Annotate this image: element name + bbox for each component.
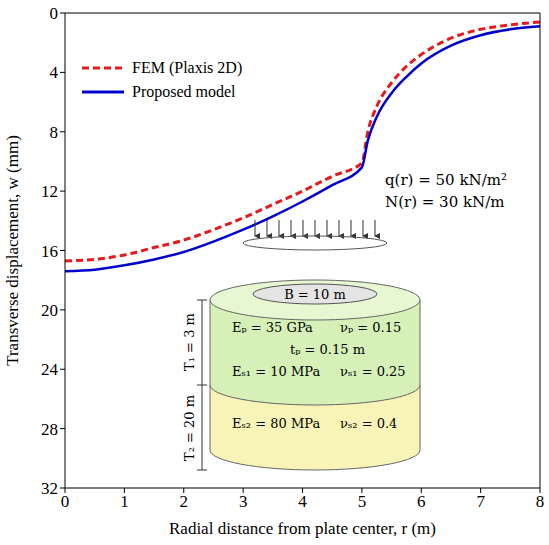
svg-text:νₛ₂ = 0.4: νₛ₂ = 0.4 [340, 416, 397, 431]
svg-text:Transverse displacement, w (mm: Transverse displacement, w (mm) [3, 135, 22, 366]
svg-text:N(r) = 30 kN/m: N(r) = 30 kN/m [385, 193, 504, 211]
svg-text:Eₛ₂ = 80 MPa: Eₛ₂ = 80 MPa [232, 416, 320, 431]
svg-text:28: 28 [41, 420, 58, 439]
svg-text:16: 16 [41, 242, 58, 261]
html-text:Proposed model: Proposed model [132, 83, 236, 100]
svg-text:12: 12 [41, 182, 58, 201]
svg-text:νₚ = 0.15: νₚ = 0.15 [340, 320, 401, 335]
svg-text:2: 2 [180, 492, 189, 511]
svg-text:6: 6 [417, 492, 426, 511]
svg-text:24: 24 [41, 360, 59, 379]
svg-text:8: 8 [536, 492, 545, 511]
svg-text:8: 8 [50, 123, 59, 142]
svg-text:0: 0 [50, 4, 59, 23]
svg-text:1: 1 [120, 492, 129, 511]
svg-text:Radial distance from plate cen: Radial distance from plate center, r (m) [169, 519, 436, 538]
svg-text:4: 4 [298, 492, 307, 511]
svg-text:20: 20 [41, 301, 58, 320]
svg-text:T₂ = 20 m: T₂ = 20 m [182, 395, 197, 461]
svg-text:Eₛ₁ = 10 MPa: Eₛ₁ = 10 MPa [232, 364, 320, 379]
svg-text:Eₚ = 35 GPa: Eₚ = 35 GPa [232, 320, 313, 335]
svg-text:32: 32 [41, 479, 58, 498]
svg-text:q(r) = 50 kN/m²: q(r) = 50 kN/m² [385, 171, 507, 189]
svg-text:tₚ = 0.15 m: tₚ = 0.15 m [290, 342, 365, 357]
svg-text:3: 3 [239, 492, 248, 511]
svg-text:T₁ = 3 m: T₁ = 3 m [182, 313, 197, 371]
svg-text:0: 0 [61, 492, 70, 511]
svg-text:νₛ₁ = 0.25: νₛ₁ = 0.25 [340, 364, 406, 379]
svg-text:7: 7 [476, 492, 485, 511]
html-text:FEM (Plaxis 2D): FEM (Plaxis 2D) [132, 59, 243, 76]
svg-text:5: 5 [358, 492, 367, 511]
svg-text:4: 4 [50, 63, 59, 82]
svg-text:B = 10 m: B = 10 m [284, 287, 346, 302]
